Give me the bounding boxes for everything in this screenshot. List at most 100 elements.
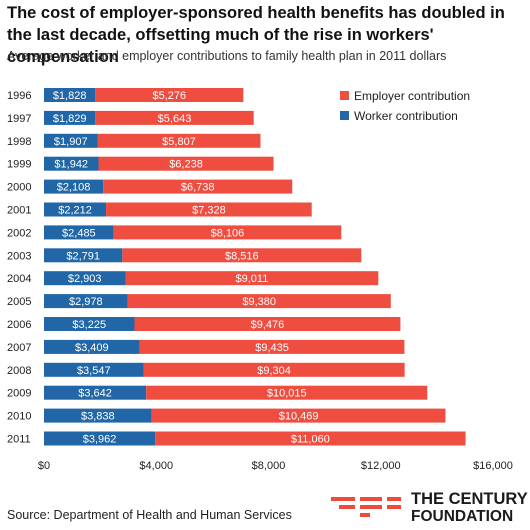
employer-bar: [97, 133, 261, 148]
worker-value-label: $3,547: [77, 365, 111, 377]
worker-bar: [44, 408, 152, 423]
worker-value-label: $3,838: [81, 411, 115, 423]
worker-value-label: $3,642: [78, 388, 112, 400]
worker-value-label: $1,942: [54, 159, 88, 171]
worker-value-label: $2,903: [68, 273, 102, 285]
x-tick-label: $4,000: [139, 460, 173, 472]
employer-bar: [95, 88, 244, 102]
chart-title: The cost of employer-sponsored health be…: [7, 4, 505, 66]
logo-mark-icon: [331, 495, 401, 523]
worker-bar: [44, 271, 126, 286]
x-tick-label: $0: [38, 460, 50, 472]
year-label: 2000: [7, 182, 31, 194]
worker-bar: [44, 339, 140, 354]
employer-value-label: $11,060: [291, 434, 330, 446]
employer-bar: [155, 431, 466, 446]
worker-bar: [44, 133, 98, 148]
x-tick-label: $16,000: [473, 460, 513, 472]
legend-swatch: [340, 111, 349, 120]
year-label: 1996: [7, 90, 31, 102]
legend: Employer contribution Worker contribution: [340, 89, 470, 123]
employer-bar: [122, 248, 362, 263]
worker-bar: [44, 294, 128, 309]
worker-bar: [44, 156, 99, 171]
employer-value-label: $5,807: [162, 136, 196, 148]
worker-value-label: $2,212: [58, 205, 92, 217]
logo-line-1: THE CENTURY: [411, 490, 528, 508]
logo-line-2: FOUNDATION: [411, 508, 514, 525]
employer-value-label: $5,643: [158, 113, 192, 125]
year-label: 2011: [7, 434, 31, 446]
employer-bar: [143, 362, 405, 377]
x-axis: $0 $4,000 $8,000 $12,000 $16,000: [38, 460, 513, 472]
employer-value-label: $9,380: [242, 296, 276, 308]
worker-value-label: $3,409: [75, 342, 109, 354]
year-label: 2009: [7, 388, 31, 400]
year-label: 2006: [7, 319, 31, 331]
employer-bar: [113, 225, 342, 240]
worker-bar: [44, 202, 107, 217]
worker-bar: [44, 385, 147, 400]
employer-bar: [151, 408, 446, 423]
year-label: 1998: [7, 136, 31, 148]
bars-group: $1,828 $5,276 $1,829 $5,643 $1,907 $5,807 $1,9…: [44, 88, 466, 446]
employer-value-label: $9,435: [255, 342, 289, 354]
worker-value-label: $2,791: [66, 250, 100, 262]
legend-label: Employer contribution: [354, 89, 470, 103]
year-label: 2010: [7, 411, 31, 423]
employer-value-label: $9,476: [251, 319, 285, 331]
worker-bar: [44, 88, 96, 102]
worker-bar: [44, 431, 156, 446]
worker-bar: [44, 362, 144, 377]
year-label: 2005: [7, 296, 31, 308]
employer-value-label: $5,276: [152, 90, 186, 102]
worker-value-label: $3,225: [72, 319, 106, 331]
century-foundation-logo: THE CENTURY FOUNDATION: [331, 490, 528, 526]
employer-bar: [103, 179, 293, 194]
worker-value-label: $1,907: [54, 136, 88, 148]
chart-subtitle: Average worker and employer contribution…: [7, 49, 447, 63]
legend-label: Worker contribution: [354, 109, 458, 123]
legend-swatch: [340, 91, 349, 100]
employer-value-label: $10,015: [267, 388, 307, 400]
worker-value-label: $2,108: [57, 182, 91, 194]
source-note: Source: Department of Health and Human S…: [7, 508, 292, 522]
year-label: 2003: [7, 250, 31, 262]
employer-bar: [139, 339, 405, 354]
year-labels-group: 1996 1997 1998 1999 2000 2001 2002 2003 2004 2005…: [7, 90, 31, 446]
employer-value-label: $8,516: [225, 250, 259, 262]
employer-bar: [98, 156, 274, 171]
stacked-bar-chart: $1,828 $5,276 $1,829 $5,643 $1,907 $5,807 $1,9…: [7, 88, 513, 472]
worker-value-label: $2,978: [69, 296, 103, 308]
employer-value-label: $10,469: [279, 411, 319, 423]
year-label: 1997: [7, 113, 31, 125]
employer-value-label: $9,304: [257, 365, 291, 377]
employer-value-label: $7,328: [192, 205, 226, 217]
x-tick-label: $8,000: [252, 460, 286, 472]
year-label: 2002: [7, 227, 31, 239]
x-tick-label: $12,000: [361, 460, 401, 472]
employer-bar: [146, 385, 428, 400]
worker-bar: [44, 110, 96, 125]
employer-bar: [127, 294, 391, 309]
worker-bar: [44, 317, 135, 331]
employer-bar: [95, 110, 254, 125]
employer-value-label: $9,011: [235, 273, 268, 285]
year-label: 2007: [7, 342, 31, 354]
employer-value-label: $6,238: [169, 159, 203, 171]
year-label: 2001: [7, 205, 31, 217]
worker-bar: [44, 248, 123, 263]
employer-bar: [106, 202, 312, 217]
year-label: 2008: [7, 365, 31, 377]
employer-value-label: $6,738: [181, 182, 215, 194]
worker-bar: [44, 225, 114, 240]
employer-bar: [125, 271, 379, 286]
worker-value-label: $1,829: [53, 113, 87, 125]
worker-value-label: $2,485: [62, 227, 96, 239]
worker-value-label: $1,828: [53, 90, 87, 102]
employer-value-label: $8,106: [211, 227, 245, 239]
year-label: 2004: [7, 273, 31, 285]
year-label: 1999: [7, 159, 31, 171]
worker-bar: [44, 179, 104, 194]
worker-value-label: $3,962: [83, 434, 117, 446]
